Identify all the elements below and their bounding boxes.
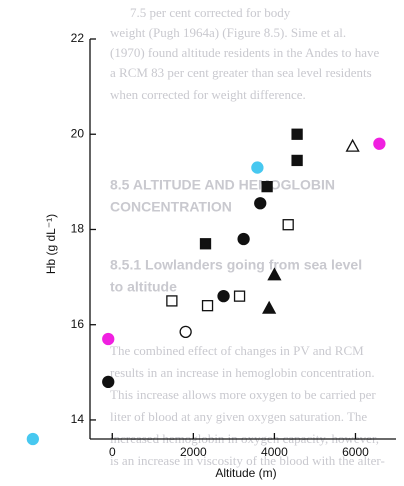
background-line: The combined effect of changes in PV and… <box>110 343 364 358</box>
x-tick-label: 6000 <box>342 445 369 459</box>
background-line: liter of blood at any given oxygen satur… <box>110 409 367 424</box>
x-tick-label: 2000 <box>180 445 207 459</box>
background-line: weight (Pugh 1964a) (Figure 8.5). Sime e… <box>110 25 346 40</box>
point <box>283 220 293 230</box>
x-tick-label: 4000 <box>261 445 288 459</box>
x-tick-label: 0 <box>109 445 116 459</box>
x-axis-label: Altitude (m) <box>215 466 276 480</box>
y-tick-label: 14 <box>71 412 85 426</box>
point <box>292 155 302 165</box>
point <box>180 326 191 337</box>
point <box>201 239 211 249</box>
chart: 7.5 per cent corrected for body weight (P… <box>0 0 404 486</box>
y-axis-label: Hb (g dL⁻¹) <box>44 214 58 274</box>
point <box>262 182 272 192</box>
background-line: results in an increase in hemoglobin con… <box>110 365 375 380</box>
point <box>218 291 229 302</box>
y-tick-label: 20 <box>71 126 85 140</box>
point <box>263 302 275 313</box>
point <box>235 291 245 301</box>
point <box>374 138 385 149</box>
point <box>27 434 38 445</box>
point <box>167 296 177 306</box>
background-line: (1970) found altitude residents in the A… <box>110 45 380 60</box>
point <box>347 140 359 151</box>
background-line: 7.5 per cent corrected for body <box>130 5 291 20</box>
background-line: This increase allows more oxygen to be c… <box>110 387 376 402</box>
y-tick-label: 18 <box>71 222 85 236</box>
point <box>203 301 213 311</box>
point <box>103 334 114 345</box>
point <box>103 376 114 387</box>
page: {"page_text": ["7.5 per cent corrected f… <box>0 0 404 486</box>
point <box>255 198 266 209</box>
point <box>292 129 302 139</box>
background-heading: to altitude <box>110 279 177 295</box>
background-heading: 8.5.1 Lowlanders going from sea level <box>110 257 362 273</box>
background-line: when corrected for weight difference. <box>110 87 306 102</box>
y-tick-label: 22 <box>71 31 85 45</box>
point <box>252 162 263 173</box>
background-line: a RCM 83 per cent greater than sea level… <box>110 65 372 80</box>
point <box>238 234 249 245</box>
background-heading: 8.5 ALTITUDE AND HEMOGLOBIN <box>110 177 335 193</box>
background-heading: CONCENTRATION <box>110 199 232 215</box>
y-tick-label: 16 <box>71 317 85 331</box>
